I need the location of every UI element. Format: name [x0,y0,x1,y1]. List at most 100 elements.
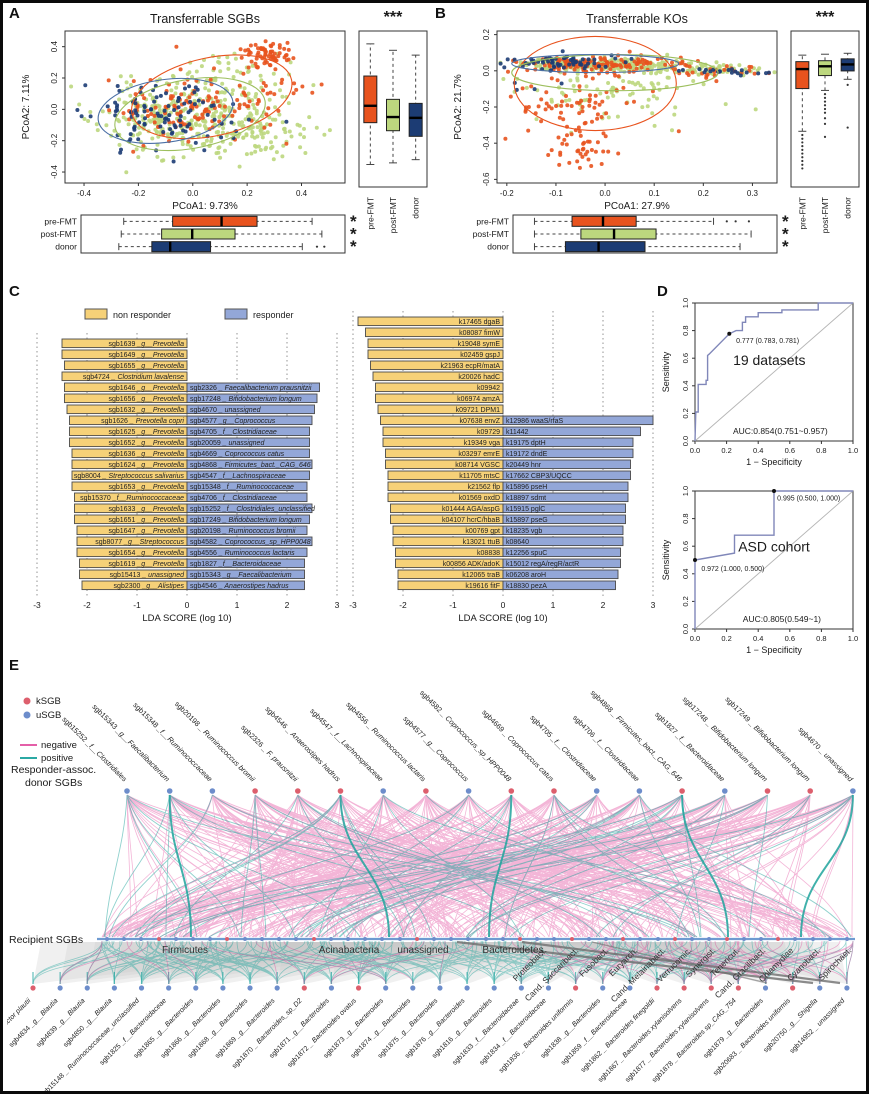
group-tick-label: post-FMT [388,197,398,233]
recipient-sgb-label: sgb4834 _g__Blautia [8,997,60,1049]
donor-sgb-node [423,788,429,794]
panel-b-label: B [435,5,446,22]
recipient-sgb-label: sgb4839 _g__Blautia [35,997,87,1049]
non-responder-bar [377,404,504,415]
taxon-label: sgb8004 _ Streptococcus salivarius [74,473,185,480]
side-boxplot-frame [358,30,428,188]
taxon-label: k17662 CBP3/UQCC [506,473,572,480]
boxplot-box [408,102,423,137]
panel-a-label: A [9,5,20,22]
y-tick-label: -0.4 [482,136,491,150]
donor-sgb-label: sgb4546 _ Anaerostipes hadrus [263,704,342,783]
donor-sgb-node [465,788,472,794]
significance-star: * [350,212,357,231]
responder-bar [186,514,310,525]
significance-star: * [782,212,789,231]
positive-edges [103,794,854,938]
taxon-label: k20449 hnr [506,462,542,469]
x-tick-label: -0.2 [500,189,514,198]
donor-sgb-node [166,788,173,794]
taxon-label: k19172 dndE [506,451,548,458]
responder-bar [186,525,308,536]
x-tick-label: -0.1 [549,189,563,198]
x-axis-label: 1 − Specificity [746,457,802,467]
donor-sgb-label: sgb17249 _ Bifidobacterium longum [723,695,812,784]
panel-d-roc: D 0.0 0.0 0.2 0.2 0.4 0.4 0.6 0.6 0.8 0.8 1.0 1.0 1 … [655,283,866,657]
roc-frame [694,302,854,442]
boxplot-box [363,75,378,124]
y-tick-label: 0.0 [50,103,59,115]
taxon-label: k11442 [506,429,529,436]
x-axis-label: PCoA1: 27.9% [604,201,670,212]
x-tick-label: 0.6 [785,634,795,643]
taxon-label: sgb4547 _f__Lachnospiraceae [190,473,286,480]
non-responder-bar [64,360,188,371]
taxon-label: sgb15252 _f__Clostridiales_unclassified [190,506,316,513]
x-tick-label: 0.2 [721,446,731,455]
donor-sgb-node [295,788,301,794]
boxplot-box [161,228,236,240]
donor-sgb-label: sgb4582 _ Coprococcus_sp_HPP0048 [418,688,514,784]
non-responder-swatch [84,308,108,320]
non-responder-bar [61,371,188,382]
y-tick-label: 0.4 [50,41,59,53]
donor-sgb-node [252,788,258,794]
x-tick-label: -3 [33,600,41,610]
recipient-sgb-node [518,985,524,991]
y-tick-label: 1.0 [681,298,690,308]
panel-a-pcoa-sgb: A Transferrable SGBs -0.4 -0.2 0.0 0.2 0.4 -0.… [7,5,433,283]
responder-bar [502,503,626,514]
x-tick-label: 0.0 [187,189,199,198]
group-row-label: donor [487,242,509,252]
cutoff-point [772,489,776,493]
responder-bar [502,481,629,492]
y-tick-label: 0.0 [482,65,491,77]
leader-line [591,941,768,984]
recipient-sgb-node [383,985,389,991]
taxon-label: k07638 envZ [460,418,501,425]
taxon-label: sgb4868 _ Firmicutes_bact._CAG_646 [190,462,311,469]
responder-bar [186,437,310,448]
phylum-label: Bacteroidetes [482,945,543,956]
taxon-label: sgb1639 _g__Prevotella [108,341,184,348]
legend-label: positive [41,753,73,764]
responder-bar [502,426,641,437]
y-tick-label: 0.8 [681,325,690,335]
panel-e-label: E [9,657,20,674]
roc-annotation: 0.777 (0.783, 0.781) [736,338,799,345]
legend-label: negative [41,740,77,751]
recipient-sgb-label: sgb20750 _g__Shigella [762,997,819,1054]
recipient-sgb-node [491,985,497,991]
taxon-label: sgb1633 _g__Prevotella [108,506,184,513]
y-tick-label: 0.4 [681,381,690,391]
boxplot-box [818,60,832,77]
responder-bar [502,569,619,580]
significance-stars: *** [384,9,403,26]
recipient-sgb-node [681,985,687,991]
recipient-sgb-node [355,985,362,991]
donor-sgb-node [764,788,771,794]
non-responder-bar [370,360,504,371]
ksgb-dot-icon [23,697,31,705]
taxon-label: k01444 AGA/aspG [442,506,500,513]
taxon-label: k06208 aroH [506,572,546,579]
x-tick-label: 0.0 [690,634,700,643]
y-tick-label: 1.0 [681,486,690,496]
x-tick-label: 0.4 [296,189,308,198]
phylum-label: unassigned [397,945,448,956]
non-responder-bar [367,349,504,360]
recipient-sgb-node [708,985,714,991]
roc-curves: 0.00.00.20.20.40.40.60.60.80.81.01.01 − … [661,298,858,655]
donor-sgb-label: sgb4669 _ Coprococcus catus [480,708,556,784]
taxon-label: sgb4546 _ Anaerostipes hadrus [190,583,289,590]
group-tick-label: pre-FMT [365,197,375,230]
responder-bar [186,558,305,569]
responder-bar [502,459,631,470]
non-responder-bar [61,349,188,360]
x-tick-label: -1 [449,600,457,610]
taxon-label: sgb1626 _ Prevotella copri [101,418,184,425]
pcoa-ko-plot: Transferrable KOs -0.2 -0.1 0.0 0.1 0.2 0.3 -0.… [453,9,860,256]
taxon-label: k18897 sdmt [506,495,546,502]
taxon-label: k15915 pglC [506,506,545,513]
donor-sgb-node [551,788,557,794]
